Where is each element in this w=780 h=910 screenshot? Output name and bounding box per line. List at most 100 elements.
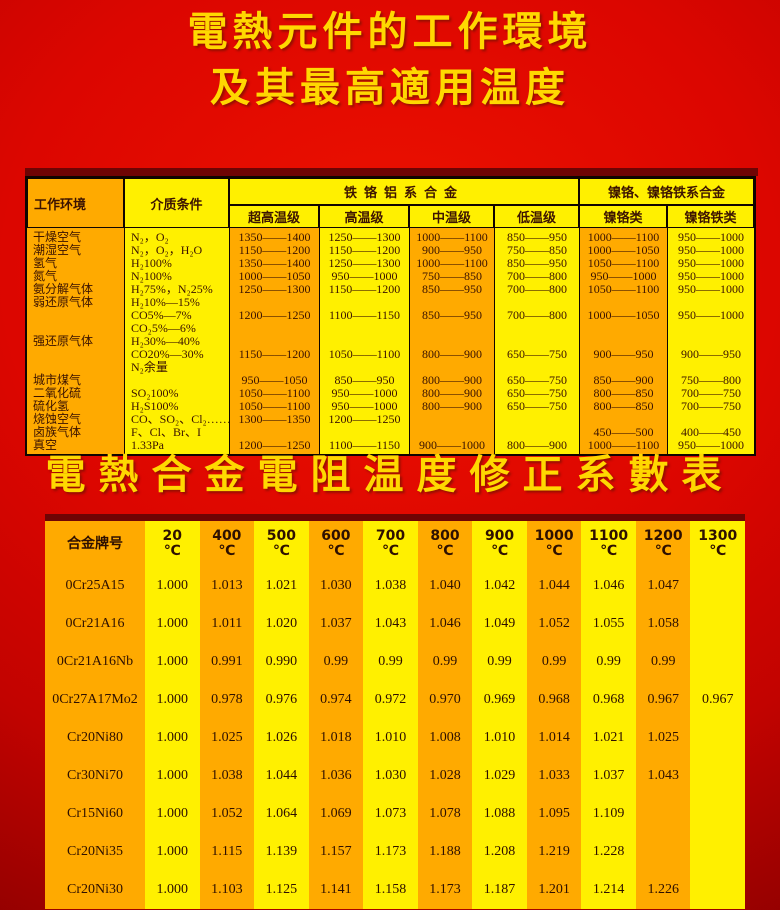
table1-cell-r2-c4: 1000——1100 [416,256,488,270]
table1-cell-r7-c7 [668,322,754,335]
table2-temp-header-20: 20 ℃ [145,521,200,567]
table1-cell-r15-c7: 400——450 [681,425,741,439]
table1-cell-r0-c1: N₂，O₂ [131,230,169,244]
table1-cell-r14-c2: 1300——1350 [238,412,311,426]
table2-coefficient-r7-c2: 1.139 [265,844,298,859]
table1-cell-r9-c6: 900——950 [593,347,654,361]
page-title: 電熱元件的工作環境 及其最高適用温度 [0,4,780,116]
table1-cell-r8-c1: H₂30%—40% [131,334,200,348]
table2-temp-header-1000: 1000 ℃ [527,521,582,567]
table1-cell-r13-c2: 1050——1100 [238,399,311,413]
table2-temp-column-400: 400 ℃ 1.013 1.011 0.991 0.978 1.025 1.038 1.052 1… [199,521,255,909]
temperature-value: 700 [375,528,406,544]
table1-cell-r12-c6: 800——850 [593,386,654,400]
table1-cell-r9-c5: 650——750 [507,347,567,361]
table1-subheader-5: 镍铬铁类 [667,205,754,228]
table1-cell-r16-c7: 950——1000 [678,438,744,452]
table1-cell-r4-c4: 850——950 [422,282,482,296]
degree-celsius-symbol: ℃ [218,543,236,559]
table2-coefficient-r8-c0: 1.000 [156,882,189,897]
table1-cell-r15-c6: 450——500 [593,425,654,439]
table2-temp-header-700: 700 ℃ [363,521,418,567]
table2-coefficient-r4-c2: 1.026 [265,730,298,745]
table2-coefficient-r3-c4: 0.972 [374,692,407,707]
temperature-value: 800 [430,528,460,544]
table2-coefficient-r7-c6: 1.208 [483,844,516,859]
table1-cell-r6-c3: 1100——1150 [328,308,401,322]
degree-celsius-symbol: ℃ [491,543,509,559]
table2-alloy-name-8: Cr20Ni30 [67,882,123,897]
table1-cell-r5-c0: 弱还原气体 [33,295,94,309]
table1-cell-r12-c2: 1050——1100 [238,386,311,400]
table2-coefficient-r4-c8: 1.021 [592,730,625,745]
table1-cell-r7-c1: CO₂5%—6% [131,321,196,335]
table1-cell-r9-c3: 1050——1100 [328,347,401,361]
degree-celsius-symbol: ℃ [436,543,454,559]
table1-cell-r4-c1: H₂75%，N₂25% [131,282,213,296]
table1-cell-r12-c7: 700——750 [681,386,741,400]
table2-coefficient-r8-c5: 1.173 [429,882,461,897]
table1-cell-r12-c3: 950——1000 [331,386,398,400]
table2-temp-column-20: 20 ℃ 1.000 1.000 1.000 1.000 1.000 1.000 1.000 1.… [145,521,200,909]
table1-cell-r16-c5: 800——900 [507,438,567,452]
table1-cell-r1-c3: 1150——1200 [328,243,401,257]
table2-coefficient-r1-c3: 1.037 [320,616,352,631]
table2-coefficient-r1-c6: 1.049 [483,616,516,631]
divider-bar-top [25,168,758,176]
table2-coefficient-r4-c9: 1.025 [647,730,679,745]
table2-coefficient-r3-c8: 0.968 [592,692,625,707]
table1-cell-r6-c7: 950——1000 [678,308,744,322]
table2-coefficient-r6-c7: 1.095 [538,806,570,821]
table2-alloy-name-2: 0Cr21A16Nb [56,654,134,669]
table1-subheader-2: 中温级 [409,205,494,228]
temperature-value: 600 [321,528,351,544]
table2-temp-header-900: 900 ℃ [472,521,527,567]
table2-coefficient-r6-c10 [690,795,745,833]
temperature-value: 1300 [698,528,738,544]
table2-coefficient-r1-c7: 1.052 [538,616,570,631]
table1-cell-r11-c5: 650——750 [507,373,567,387]
table2-coefficient-r6-c9 [636,795,691,833]
temperature-value: 1200 [643,528,683,544]
temperature-value: 400 [212,528,242,544]
table2-temp-column-600: 600 ℃ 1.030 1.037 0.99 0.974 1.018 1.036 1.069 1.… [308,521,364,909]
table1-column-4: 1000——1100 900——950 1000——1100 750——850 850—… [409,228,494,454]
table1-subheader-0: 超高温级 [229,205,319,228]
table2-temp-column-700: 700 ℃ 1.038 1.043 0.99 0.972 1.010 1.030 1.073 1.… [363,521,418,909]
table2-temp-column-1100: 1100 ℃ 1.046 1.055 0.99 0.968 1.021 1.037 1.109 1… [581,521,636,909]
table1-cell-r3-c5: 700——800 [507,269,567,283]
table1-cell-r12-c4: 800——900 [422,386,482,400]
table2-coefficient-r5-c2: 1.044 [265,768,298,783]
table2-coefficient-r3-c3: 0.974 [320,692,352,707]
table1-cell-r13-c5: 650——750 [507,399,567,413]
table1-cell-r15-c1: F、Cl、Br、I [131,425,202,439]
table2-coefficient-r6-c6: 1.088 [483,806,516,821]
table2-coefficient-r1-c1: 1.011 [211,616,243,631]
table1-cell-r9-c7: 900——950 [681,347,741,361]
table1-subheader-1: 高温级 [319,205,409,228]
table2-temp-header-600: 600 ℃ [309,521,364,567]
table2-coefficient-r3-c7: 0.968 [538,692,570,707]
table2-alloy-name-3: 0Cr27A17Mo2 [52,692,138,707]
table1-cell-r16-c6: 1000——1100 [587,438,660,452]
table2-coefficient-r2-c10 [690,643,745,681]
table1-column-2: 1350——1400 1150——1200 1350——1400 1000——1050… [229,228,319,454]
table2-temp-header-1300: 1300 ℃ [690,521,745,567]
table2-coefficient-r0-c1: 1.013 [211,578,243,593]
table2-coefficient-r5-c4: 1.030 [374,768,407,783]
table2-coefficient-r3-c2: 0.976 [265,692,298,707]
table1-cell-r8-c0: 强还原气体 [33,334,94,348]
table2-coefficient-r4-c4: 1.010 [374,730,407,745]
table1-cell-r4-c0: 氨分解气体 [33,282,94,296]
table1-cell-r1-c4: 900——950 [422,243,482,257]
table1-cell-r11-c0: 城市煤气 [33,373,82,387]
table2-coefficient-r3-c0: 1.000 [156,692,189,707]
table1-cell-r13-c1: H₂S100% [131,399,179,413]
table1-cell-r14-c1: CO、SO₂、Cl₂…… [131,412,231,426]
table1-header-environment: 工作环境 [27,178,124,228]
table2-coefficient-r6-c4: 1.073 [374,806,407,821]
table1-cell-r10-c1: N₂余量 [131,360,168,374]
table1-cell-r4-c7: 950——1000 [678,282,744,296]
table1-cell-r1-c7: 950——1000 [678,243,744,257]
